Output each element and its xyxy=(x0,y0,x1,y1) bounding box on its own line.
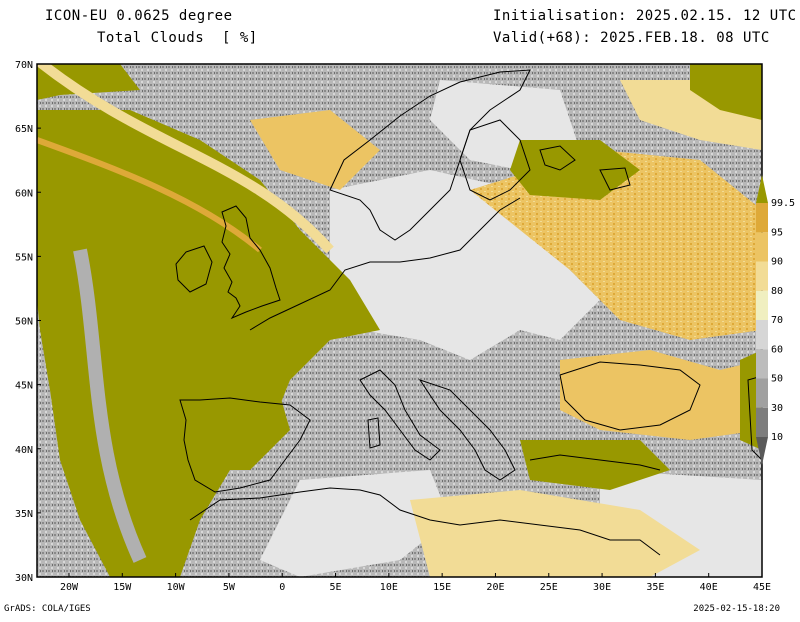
colorbar-box xyxy=(756,232,768,262)
scandinavia-coast xyxy=(329,69,531,241)
lat-labels: 70N 65N 60N 55N 50N 45N 40N 35N 30N xyxy=(15,60,33,584)
colorbar-labels: 10 30 50 60 70 80 90 95 99.5 xyxy=(771,198,795,443)
italy-coast xyxy=(359,369,441,461)
lon-label: 20E xyxy=(486,582,504,593)
colorbar-low-arrow xyxy=(756,437,768,465)
lon-label: 40E xyxy=(700,582,718,593)
colorbar-box xyxy=(756,378,768,408)
lat-label: 30N xyxy=(15,573,33,584)
colorbar-label: 60 xyxy=(771,344,783,355)
north-africa-coast xyxy=(189,487,661,556)
model-title: ICON-EU 0.0625 degree xyxy=(45,8,233,24)
field-title: Total Clouds [ %] xyxy=(97,30,258,46)
colorbar-box xyxy=(756,261,768,291)
north-europe-coast xyxy=(249,197,521,331)
iberia-coast xyxy=(179,397,311,493)
credit-text: GrADS: COLA/IGES xyxy=(4,604,91,614)
lon-label: 30E xyxy=(593,582,611,593)
colorbar-box xyxy=(756,203,768,233)
colorbar-label: 99.5 xyxy=(771,198,795,209)
great-britain-coast xyxy=(221,205,281,320)
colorbar-box xyxy=(756,349,768,379)
lat-label: 70N xyxy=(15,60,33,71)
lon-label: 15W xyxy=(113,582,132,593)
lon-label: 10E xyxy=(380,582,398,593)
lon-label: 5W xyxy=(223,582,236,593)
lat-label: 55N xyxy=(15,252,33,263)
axis-ticks xyxy=(37,63,763,578)
lat-label: 40N xyxy=(15,445,33,456)
turkey-coast xyxy=(529,454,661,471)
valid-time: Valid(+68): 2025.FEB.18. 08 UTC xyxy=(493,30,770,46)
lake-ladoga xyxy=(539,145,576,171)
sardinia-coast xyxy=(367,417,381,449)
ireland-coast xyxy=(175,245,213,293)
init-time: Initialisation: 2025.02.15. 12 UTC xyxy=(493,8,797,24)
timestamp-text: 2025-02-15-18:20 xyxy=(693,604,780,614)
colorbar-label: 50 xyxy=(771,374,783,385)
lon-label: 45E xyxy=(753,582,771,593)
lat-label: 50N xyxy=(15,317,33,328)
colorbar-label: 70 xyxy=(771,315,783,326)
lon-label: 35E xyxy=(646,582,664,593)
colorbar-box xyxy=(756,290,768,320)
lon-label: 20W xyxy=(60,582,79,593)
colorbar-label: 10 xyxy=(771,432,783,443)
lat-label: 45N xyxy=(15,381,33,392)
colorbar-label: 80 xyxy=(771,286,783,297)
lake-onega xyxy=(599,167,631,191)
lat-label: 60N xyxy=(15,188,33,199)
colorbar-box xyxy=(756,407,768,437)
balkan-coast xyxy=(418,379,516,481)
colorbar-label: 95 xyxy=(771,227,783,238)
black-sea-coast xyxy=(559,361,701,431)
colorbar xyxy=(756,175,768,465)
lat-label: 65N xyxy=(15,124,33,135)
colorbar-high-arrow xyxy=(756,175,768,203)
finland-coast xyxy=(459,119,531,201)
colorbar-box xyxy=(756,320,768,350)
colorbar-label: 30 xyxy=(771,403,783,414)
colorbar-label: 90 xyxy=(771,257,783,268)
lon-label: 25E xyxy=(540,582,558,593)
lon-label: 5E xyxy=(330,582,342,593)
cloud-field xyxy=(37,64,762,577)
lon-label: 0 xyxy=(279,582,285,593)
lon-label: 10W xyxy=(167,582,186,593)
lon-label: 15E xyxy=(433,582,451,593)
lat-label: 35N xyxy=(15,509,33,520)
lon-labels: 20W 15W 10W 5W 0 5E 10E 15E 20E 25E 30E 35E 40E 45E xyxy=(60,582,771,593)
